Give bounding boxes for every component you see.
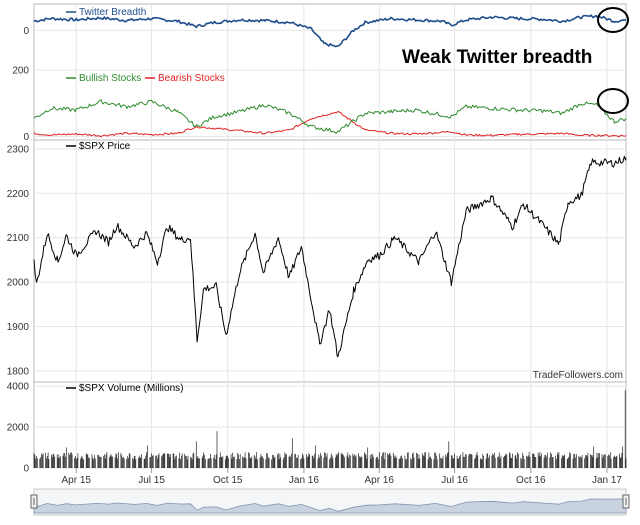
x-axis: Apr 15 Jul 15 Oct 15 Jan 16 Apr 16 Jul 16 Oct …: [61, 468, 622, 486]
x-tick-label-2: Oct 15: [213, 475, 243, 486]
series-line-bearish-stocks: [33, 111, 627, 138]
y-tick-label-price-4: 2200: [7, 189, 30, 200]
volume-y-axis: 0 2000 4000: [7, 382, 30, 475]
volume-gridlines: [34, 382, 626, 469]
legend-label-twitter-breadth: Twitter Breadth: [79, 7, 146, 18]
panel-frame-volume: [33, 381, 627, 469]
breadth-y-axis: 0: [23, 26, 29, 37]
highlight-circle-breadth: [597, 7, 629, 33]
annotation-text: Weak Twitter breadth: [402, 47, 592, 68]
bull-bear-y-axis: 0 200: [12, 66, 29, 144]
price-gridlines: [34, 140, 626, 382]
y-tick-label-price-5: 2300: [7, 144, 30, 155]
series-line-bullish-stocks: [33, 99, 627, 134]
bull-bear-series: [33, 99, 627, 138]
legend-spx-price: $SPX Price: [66, 141, 131, 152]
x-tick-label-5: Jul 16: [441, 475, 468, 486]
y-tick-label-volume-0: 0: [23, 464, 29, 475]
x-tick-label-7: Jan 17: [592, 475, 622, 486]
legend-bullish-stocks: Bullish Stocks: [66, 73, 141, 84]
bull-bear-gridlines: [34, 69, 626, 140]
volume-panel: 0 2000 4000 $SPX Volume (Millions): [7, 382, 627, 475]
volume-bars: [33, 390, 627, 468]
x-tick-label-6: Oct 16: [516, 475, 546, 486]
legend-label-spx-volume: $SPX Volume (Millions): [79, 383, 183, 394]
y-tick-label-price-1: 1900: [7, 322, 30, 333]
price-panel: 1800 1900 2000 2100 2200 2300 $SPX Price Trad…: [7, 140, 627, 382]
x-tick-label-4: Apr 16: [365, 475, 395, 486]
y-tick-label-volume-2: 4000: [7, 382, 30, 393]
x-tick-label-1: Jul 15: [138, 475, 165, 486]
x-tick-label-3: Jan 16: [289, 475, 319, 486]
price-y-axis: 1800 1900 2000 2100 2200 2300: [7, 144, 30, 377]
breadth-series: [33, 14, 627, 48]
legend-bearish-stocks: Bearish Stocks: [145, 73, 225, 84]
legend-twitter-breadth: Twitter Breadth: [66, 7, 146, 18]
breadth-panel: 0 Twitter Breadth Weak Twitter breadth: [23, 4, 629, 70]
price-series: [33, 155, 627, 358]
legend-label-bullish: Bullish Stocks: [79, 73, 141, 84]
breadth-gridlines: [34, 4, 626, 70]
navigator-series: [33, 498, 627, 514]
navigator-area: [33, 498, 627, 514]
legend-spx-volume: $SPX Volume (Millions): [66, 383, 183, 394]
y-tick-label-price-3: 2100: [7, 233, 30, 244]
y-tick-label-breadth-0: 0: [23, 26, 29, 37]
y-tick-label-price-2: 2000: [7, 278, 30, 289]
bull-bear-panel: 0 200 Bullish Stocks Bearish Stocks: [12, 66, 629, 144]
legend-label-spx-price: $SPX Price: [79, 141, 131, 152]
y-tick-label-price-0: 1800: [7, 366, 30, 377]
y-tick-label-bullbear-0: 0: [23, 132, 29, 143]
range-navigator[interactable]: [30, 488, 630, 516]
y-tick-label-bullbear-1: 200: [12, 66, 29, 77]
legend-label-bearish: Bearish Stocks: [158, 73, 225, 84]
highlight-circle-bullish: [597, 88, 629, 114]
x-tick-label-0: Apr 15: [61, 475, 91, 486]
y-tick-label-volume-1: 2000: [7, 423, 30, 434]
series-line-twitter-breadth: [33, 14, 627, 48]
panel-frame-price: [33, 139, 627, 383]
series-line-spx-price: [33, 155, 627, 358]
source-watermark: TradeFollowers.com: [533, 370, 623, 381]
